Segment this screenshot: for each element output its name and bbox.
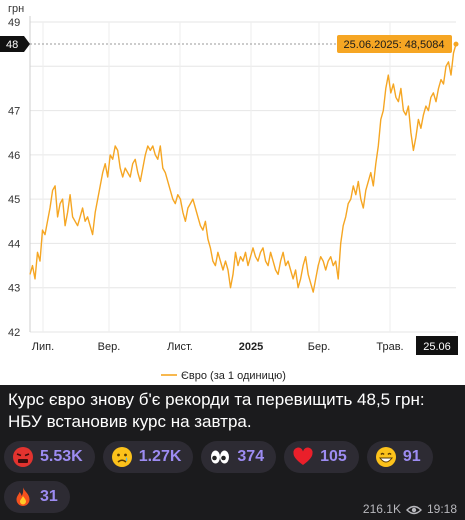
x-tick-label: 2025 — [239, 341, 263, 353]
y-tick-label: 45 — [8, 194, 20, 206]
x-tick-label: Вер. — [98, 341, 121, 353]
x-tick-label: Лип. — [32, 341, 54, 353]
y-tick-label: 42 — [8, 327, 20, 339]
chart-image[interactable]: грн 42 43 44 45 46 47 49 Лип. Вер. Лист. 2025 Бер. Тр… — [0, 0, 465, 385]
euro-rate-chart: грн 42 43 44 45 46 47 49 Лип. Вер. Лист. 2025 Бер. Тр… — [0, 3, 459, 382]
y-tick-label: 43 — [8, 283, 20, 295]
current-value-label: 48 — [6, 39, 18, 51]
x-tick-label: Бер. — [308, 341, 331, 353]
reaction-count: 91 — [402, 448, 421, 465]
view-count: 216.1K — [362, 502, 401, 516]
y-tick-label: 47 — [8, 106, 20, 118]
reaction-count: 374 — [237, 448, 265, 465]
series-line — [29, 43, 457, 293]
y-unit-label: грн — [8, 3, 24, 15]
y-tick-label: 46 — [8, 150, 20, 162]
post-caption: Курс євро знову б'є рекорди та перевищит… — [8, 390, 425, 431]
eye-icon — [405, 504, 422, 515]
reaction-count: 1.27K — [138, 448, 182, 465]
reaction-heart[interactable]: 105 — [284, 441, 359, 473]
reaction-angry[interactable]: 5.53K — [4, 441, 95, 473]
tooltip-text: 25.06.2025: 48,5084 — [344, 39, 445, 51]
angry-face-icon — [12, 446, 34, 468]
legend-label: Євро (за 1 одиницю) — [181, 370, 286, 382]
last-x-badge — [416, 336, 458, 355]
reaction-count: 105 — [320, 448, 347, 465]
last-point-marker — [453, 41, 459, 47]
current-value-badge — [0, 36, 30, 52]
y-tick-label: 44 — [8, 238, 20, 250]
reaction-count: 5.53K — [40, 448, 83, 465]
x-tick-label: Лист. — [167, 341, 193, 353]
reactions-bar: 5.53K 1.27K 374 105 91 — [4, 441, 464, 513]
eyes-icon — [209, 446, 231, 468]
reaction-crying[interactable]: 1.27K — [102, 441, 194, 473]
reaction-grinning[interactable]: 91 — [366, 441, 433, 473]
tooltip-box — [337, 35, 452, 53]
reaction-count: 31 — [40, 488, 58, 505]
crying-face-icon — [111, 446, 133, 468]
last-x-label: 25.06 — [423, 341, 451, 353]
reaction-eyes[interactable]: 374 — [201, 441, 277, 473]
fire-icon — [12, 486, 34, 508]
grinning-face-icon — [375, 446, 397, 468]
heart-icon — [292, 446, 314, 468]
post-time: 19:18 — [426, 502, 457, 516]
y-tick-label: 49 — [8, 17, 20, 29]
x-tick-label: Трав. — [376, 341, 403, 353]
post-meta: 216.1K 19:18 — [363, 502, 457, 516]
reaction-fire[interactable]: 31 — [4, 481, 70, 513]
